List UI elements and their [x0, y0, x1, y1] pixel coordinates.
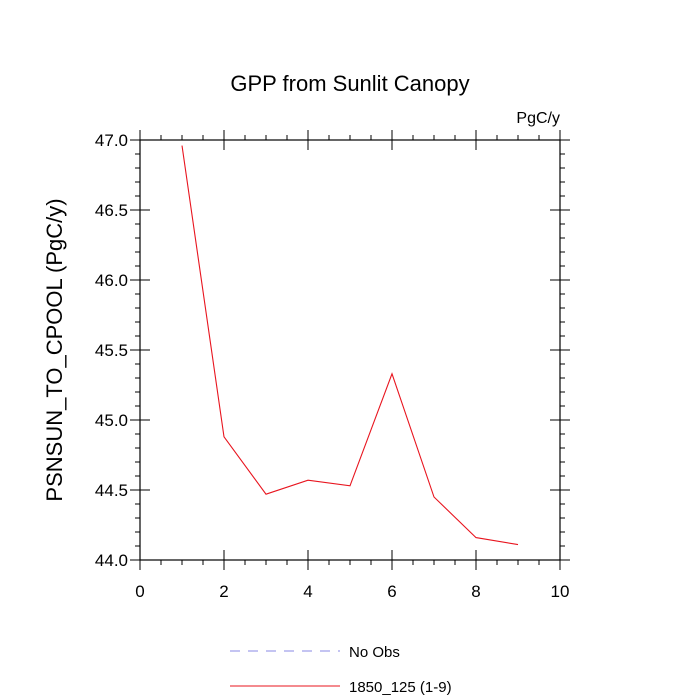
series-line-0: [181, 145, 519, 546]
legend: No Obs 1850_125 (1-9): [230, 644, 452, 696]
axis-ticks: [130, 130, 570, 570]
x-tick-label: 8: [471, 582, 480, 601]
x-tick-label: 4: [303, 582, 312, 601]
x-tick-labels: 0 2 4 6 8 10: [135, 582, 569, 601]
series-group: [181, 145, 519, 546]
y-tick-label: 44.0: [95, 551, 128, 570]
plot-frame: [139, 139, 561, 561]
legend-label-1850-125: 1850_125 (1-9): [349, 679, 452, 696]
x-tick-label: 0: [135, 582, 144, 601]
x-tick-label: 10: [551, 582, 570, 601]
y-tick-label: 46.5: [95, 201, 128, 220]
y-tick-label: 45.5: [95, 341, 128, 360]
y-axis-label: PSNSUN_TO_CPOOL (PgC/y): [42, 198, 67, 501]
chart-title: GPP from Sunlit Canopy: [230, 71, 469, 96]
units-label: PgC/y: [516, 110, 560, 127]
y-tick-label: 46.0: [95, 271, 128, 290]
y-tick-labels: 44.0 44.5 45.0 45.5 46.0 46.5 47.0: [95, 131, 128, 570]
x-tick-label: 6: [387, 582, 396, 601]
y-tick-label: 47.0: [95, 131, 128, 150]
x-tick-label: 2: [219, 582, 228, 601]
legend-label-no-obs: No Obs: [349, 644, 400, 661]
y-tick-label: 45.0: [95, 411, 128, 430]
y-tick-label: 44.5: [95, 481, 128, 500]
